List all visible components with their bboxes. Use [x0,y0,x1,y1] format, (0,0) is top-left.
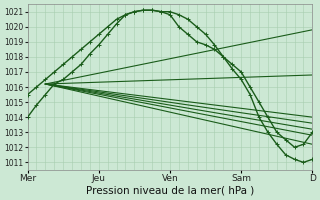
X-axis label: Pression niveau de la mer( hPa ): Pression niveau de la mer( hPa ) [86,186,254,196]
